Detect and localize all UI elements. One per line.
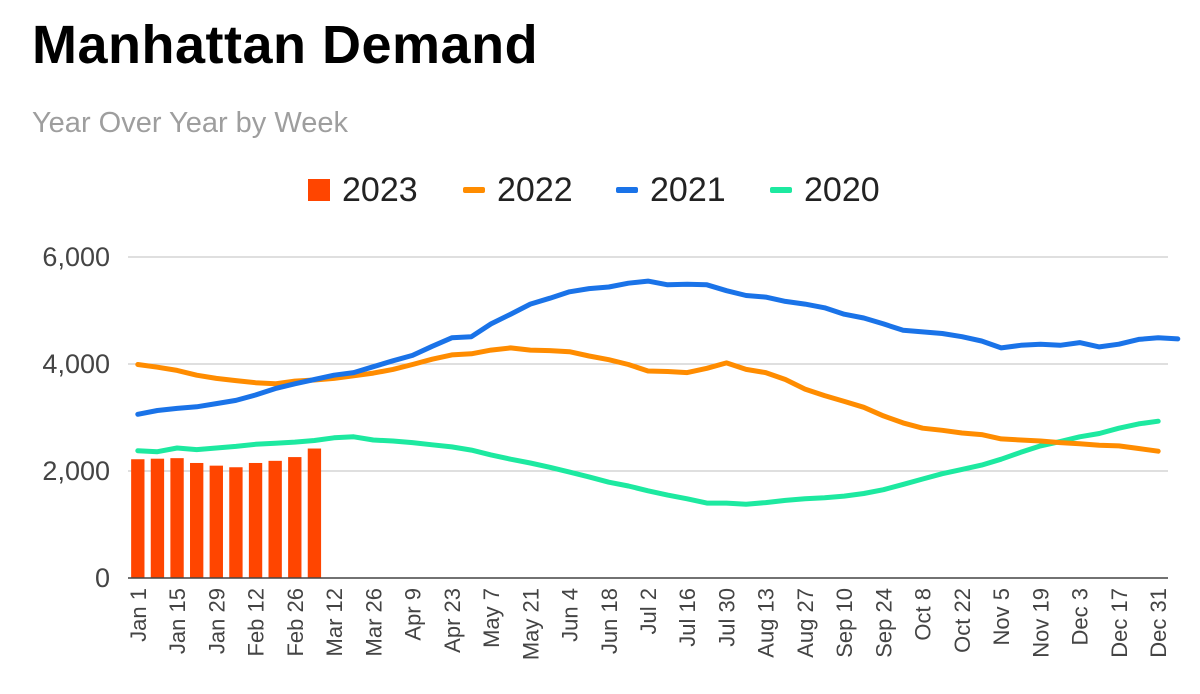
x-tick-label: Mar 12 bbox=[322, 588, 347, 656]
line-2022 bbox=[135, 345, 1161, 454]
y-tick-label: 2,000 bbox=[42, 456, 110, 486]
bar-2023-mar-5 bbox=[307, 448, 322, 578]
chart-subtitle: Year Over Year by Week bbox=[32, 107, 348, 139]
legend-label-2023: 2023 bbox=[342, 170, 418, 209]
bar-2023-feb-5 bbox=[229, 467, 243, 578]
x-tick-label: Sep 24 bbox=[871, 588, 896, 658]
x-tick-label: Jun 4 bbox=[558, 588, 583, 642]
x-tick-label: Jul 30 bbox=[714, 588, 739, 647]
y-tick-label: 4,000 bbox=[42, 349, 110, 379]
x-tick-label: Dec 31 bbox=[1146, 588, 1171, 658]
bar-2023-jan-15 bbox=[170, 458, 184, 578]
legend-swatch-2021 bbox=[616, 187, 638, 193]
y-axis-ticks: 0 2,000 4,000 6,000 bbox=[42, 242, 110, 593]
legend-label-2021: 2021 bbox=[650, 170, 726, 209]
x-tick-label: Nov 19 bbox=[1028, 588, 1053, 658]
x-tick-label: Sep 10 bbox=[832, 588, 857, 658]
x-tick-label: Dec 17 bbox=[1107, 588, 1132, 658]
bar-2023-feb-19 bbox=[268, 460, 282, 578]
x-tick-label: Oct 8 bbox=[911, 588, 936, 641]
bars-2023 bbox=[131, 448, 322, 578]
x-tick-label: Aug 27 bbox=[793, 588, 818, 658]
x-tick-label: Jul 16 bbox=[675, 588, 700, 647]
x-tick-label: Aug 13 bbox=[754, 588, 779, 658]
x-tick-label: Jan 1 bbox=[126, 588, 151, 642]
x-tick-label: May 7 bbox=[479, 588, 504, 648]
x-tick-label: Feb 12 bbox=[244, 588, 269, 657]
bar-2023-feb-26 bbox=[288, 457, 302, 578]
legend-item-2020[interactable]: 2020 bbox=[770, 168, 880, 212]
x-tick-label: Jun 18 bbox=[597, 588, 622, 654]
legend-item-2021[interactable]: 2021 bbox=[616, 168, 726, 212]
series-lines bbox=[135, 278, 1181, 507]
legend-label-2022: 2022 bbox=[497, 170, 573, 209]
line-2021 bbox=[135, 278, 1181, 417]
bar-2023-jan-1 bbox=[131, 459, 145, 578]
x-tick-label: Apr 23 bbox=[440, 588, 465, 653]
x-tick-label: Apr 9 bbox=[401, 588, 426, 641]
bar-2023-jan-29 bbox=[209, 465, 223, 578]
x-tick-label: Jul 2 bbox=[636, 588, 661, 634]
chart-title: Manhattan Demand bbox=[32, 15, 539, 75]
x-tick-label: Jan 29 bbox=[204, 588, 229, 654]
x-tick-label: Dec 3 bbox=[1068, 588, 1093, 645]
bar-2023-jan-8 bbox=[150, 458, 165, 578]
legend-item-2023[interactable]: 2023 bbox=[308, 168, 418, 212]
legend-item-2022[interactable]: 2022 bbox=[463, 168, 573, 212]
x-tick-label: Mar 26 bbox=[361, 588, 386, 656]
bar-2023-feb-12 bbox=[248, 462, 263, 578]
legend: 2023 2022 2021 2020 bbox=[0, 168, 1200, 212]
y-tick-label: 0 bbox=[95, 563, 110, 593]
y-tick-label: 6,000 bbox=[42, 242, 110, 272]
x-tick-label: Oct 22 bbox=[950, 588, 975, 653]
legend-swatch-2020 bbox=[770, 187, 792, 193]
bar-2023-jan-22 bbox=[190, 462, 204, 578]
x-axis-ticks: Jan 1 Jan 15 Jan 29 Feb 12 Feb 26 Mar 12 Mar 2… bbox=[126, 588, 1171, 660]
legend-swatch-2022 bbox=[463, 187, 485, 193]
legend-label-2020: 2020 bbox=[804, 170, 880, 209]
x-tick-label: Feb 26 bbox=[283, 588, 308, 657]
legend-swatch-2023 bbox=[308, 179, 330, 201]
x-tick-label: Nov 5 bbox=[989, 588, 1014, 645]
x-tick-label: May 21 bbox=[518, 588, 543, 660]
x-tick-label: Jan 15 bbox=[165, 588, 190, 654]
line-2020 bbox=[135, 418, 1161, 507]
